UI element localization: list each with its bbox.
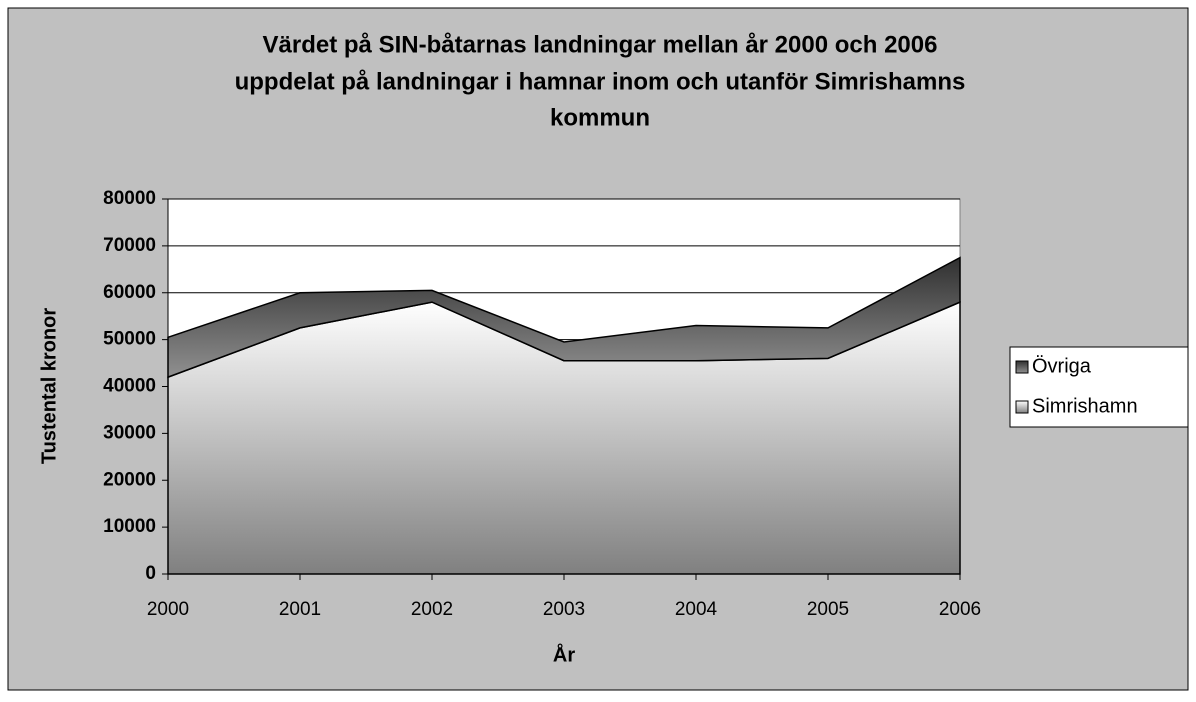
- y-axis-title: Tustental kronor: [38, 308, 60, 465]
- x-tick-label: 2003: [543, 599, 585, 620]
- y-tick-label: 10000: [103, 516, 156, 537]
- y-tick-label: 50000: [103, 329, 156, 350]
- y-tick-label: 20000: [103, 469, 156, 490]
- x-tick-label: 2000: [147, 599, 189, 620]
- y-tick-label: 0: [145, 563, 156, 584]
- legend-label: Övriga: [1032, 355, 1092, 377]
- x-axis-title: År: [553, 642, 575, 666]
- y-tick-label: 60000: [103, 282, 156, 303]
- x-tick-label: 2005: [807, 599, 849, 620]
- y-tick-label: 40000: [103, 376, 156, 397]
- chart-title: Värdet på SIN-båtarnas landningar mellan…: [263, 31, 938, 58]
- y-tick-label: 30000: [103, 422, 156, 443]
- chart-title: uppdelat på landningar i hamnar inom och…: [235, 68, 966, 95]
- y-tick-label: 70000: [103, 235, 156, 256]
- x-tick-label: 2001: [279, 599, 321, 620]
- legend-label: Simrishamn: [1032, 395, 1138, 417]
- x-tick-label: 2002: [411, 599, 453, 620]
- chart-title: kommun: [550, 104, 650, 131]
- x-tick-label: 2004: [675, 599, 718, 620]
- legend-swatch: [1015, 400, 1029, 414]
- y-tick-label: 80000: [103, 188, 156, 209]
- area: [167, 256, 961, 379]
- legend: [1009, 346, 1189, 428]
- legend-swatch: [1015, 360, 1029, 374]
- x-tick-label: 2006: [939, 599, 981, 620]
